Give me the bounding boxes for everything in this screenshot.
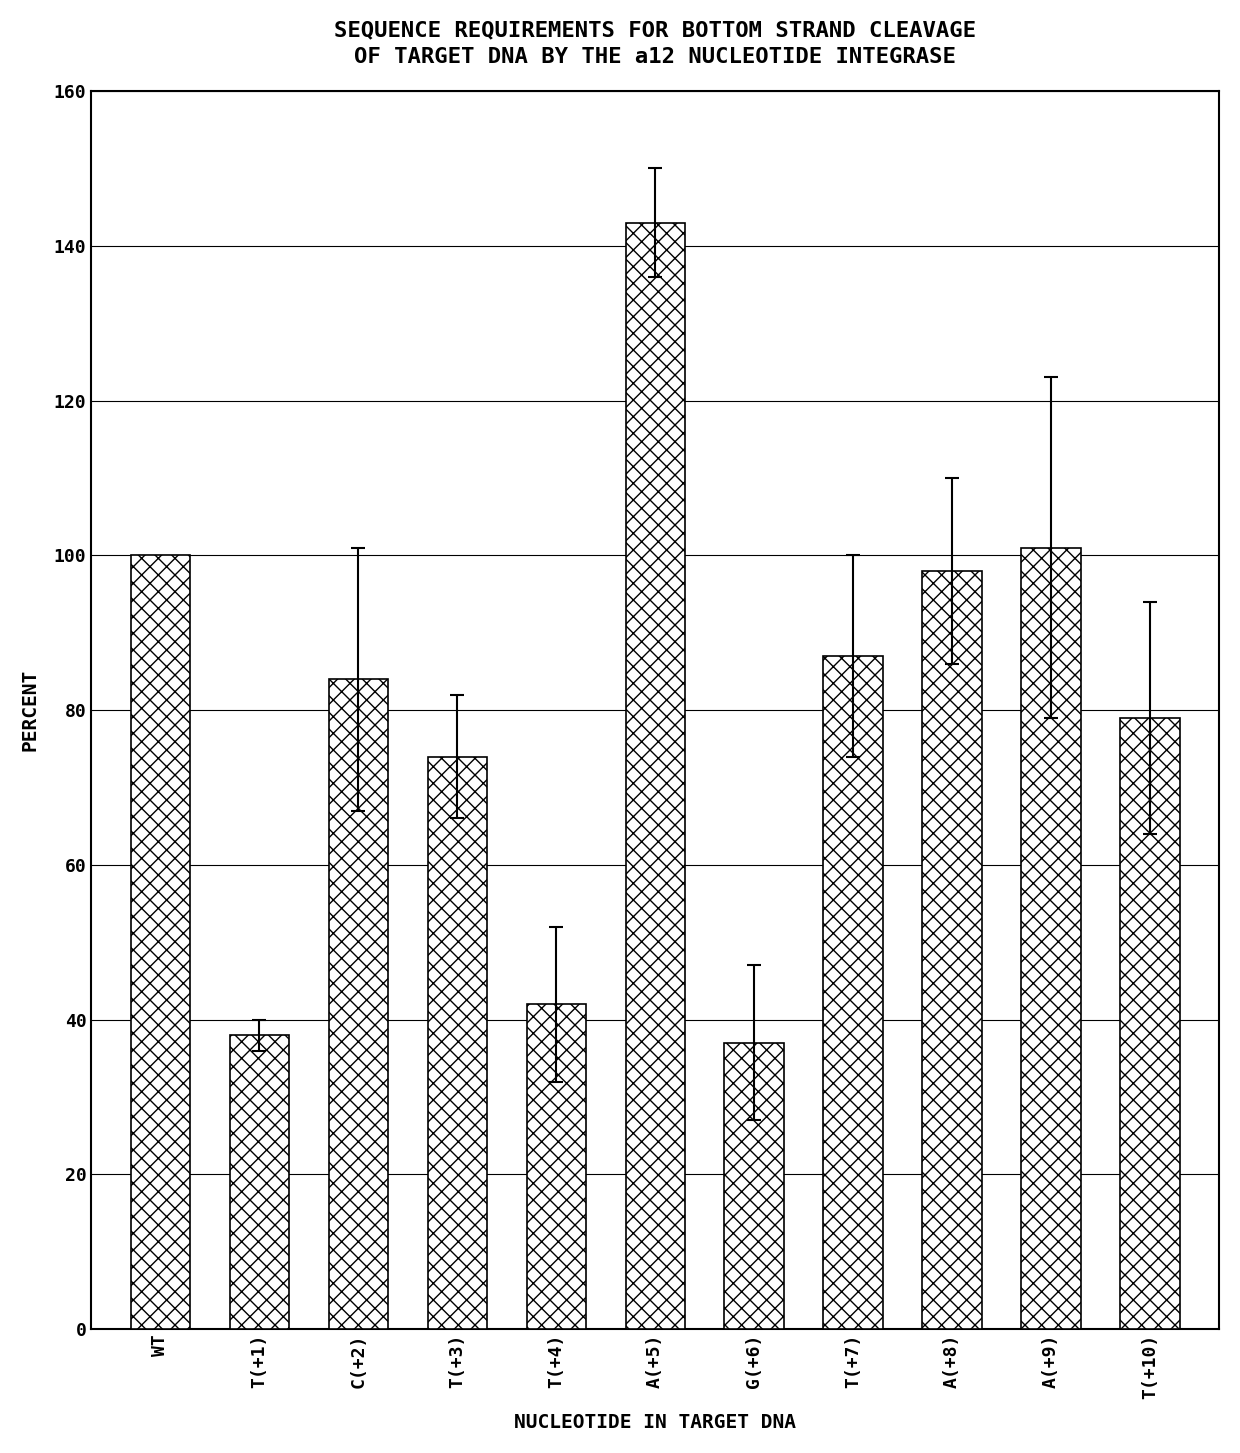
Bar <box>823 655 883 1329</box>
Bar <box>428 757 487 1329</box>
Title: SEQUENCE REQUIREMENTS FOR BOTTOM STRAND CLEAVAGE
OF TARGET DNA BY THE a12 NUCLEO: SEQUENCE REQUIREMENTS FOR BOTTOM STRAND … <box>335 20 976 67</box>
Bar <box>229 1035 289 1329</box>
Bar <box>1120 718 1179 1329</box>
X-axis label: NUCLEOTIDE IN TARGET DNA: NUCLEOTIDE IN TARGET DNA <box>515 1414 796 1433</box>
Y-axis label: PERCENT: PERCENT <box>21 668 40 751</box>
Bar <box>527 1004 587 1329</box>
Bar <box>130 555 190 1329</box>
Bar <box>724 1043 784 1329</box>
Bar <box>329 679 388 1329</box>
Bar <box>1022 548 1080 1329</box>
Bar <box>625 222 684 1329</box>
Bar <box>923 571 982 1329</box>
